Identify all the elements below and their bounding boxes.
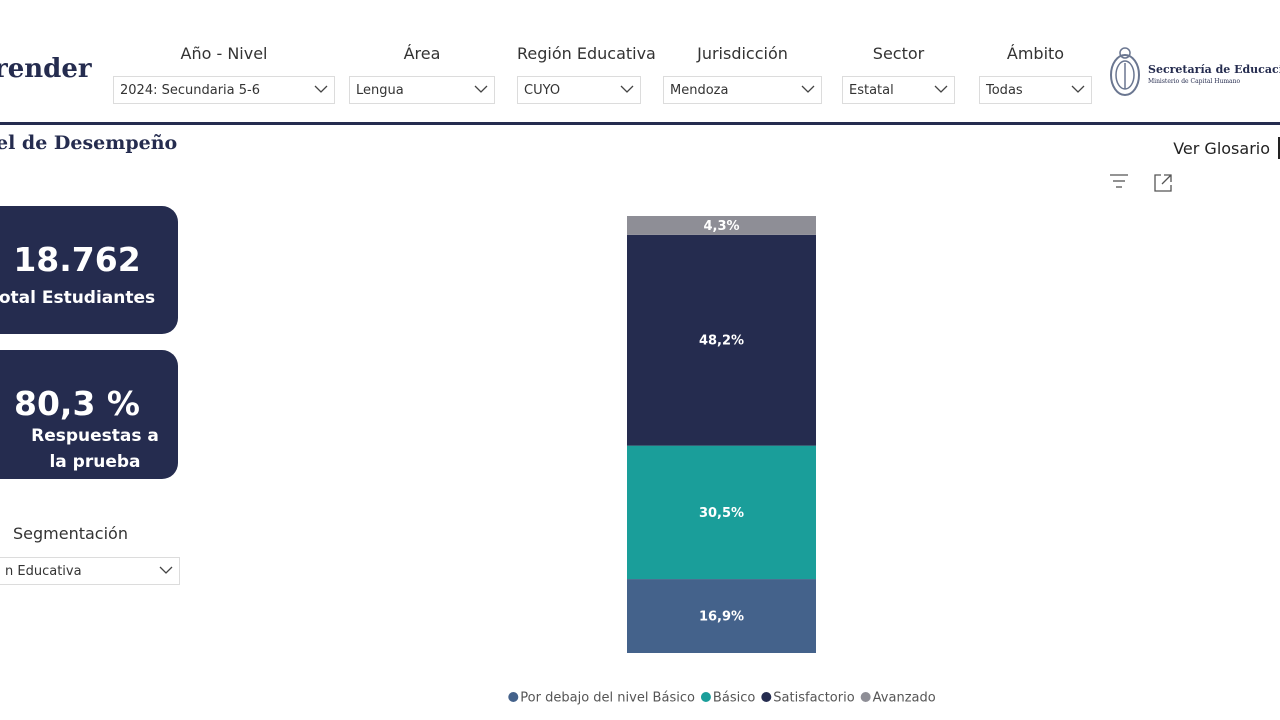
bar-segment — [627, 216, 816, 235]
legend-label: Satisfactorio — [773, 691, 854, 706]
filter-label: Sector — [872, 44, 925, 63]
segmentation-value: n Educativa — [5, 564, 82, 579]
filter-dropdown[interactable]: Estatal — [842, 76, 955, 104]
filter-label: Año - Nivel — [180, 44, 268, 63]
chevron — [934, 85, 948, 93]
filter-value: Mendoza — [670, 83, 729, 98]
chevron — [474, 85, 488, 93]
legend-label: Avanzado — [873, 691, 936, 706]
logo-emblem — [1110, 47, 1140, 96]
brand: render — [0, 54, 92, 84]
logo-title: Secretaría de Educación — [1148, 63, 1280, 76]
kpi-value: 18.762 — [13, 240, 141, 279]
chevron — [314, 85, 328, 93]
legend-item: Avanzado — [860, 691, 936, 706]
chevron — [1071, 85, 1085, 93]
chevron — [620, 85, 634, 93]
expand-icon[interactable] — [1152, 172, 1174, 194]
logo-subtitle: Ministerio de Capital Humano — [1148, 78, 1241, 85]
legend-label: Básico — [713, 691, 755, 706]
bar-segment — [627, 445, 816, 580]
legend: Por debajo del nivel Básico Básico Satisfa… — [508, 691, 936, 706]
data-label: 48,2% — [699, 334, 744, 349]
filter-dropdown[interactable]: CUYO — [517, 76, 641, 104]
chevron — [159, 566, 173, 574]
chevron — [801, 85, 815, 93]
legend-swatch — [508, 692, 519, 702]
legend-item: Básico — [700, 691, 755, 706]
filter-value: Estatal — [849, 83, 894, 98]
filter-dropdown[interactable]: Todas — [979, 76, 1092, 104]
glossary-bar — [1278, 137, 1280, 159]
filter-value: CUYO — [524, 83, 561, 98]
legend-swatch — [700, 692, 711, 702]
filter-value: Todas — [986, 83, 1023, 98]
filter-label: Región Educativa — [517, 44, 656, 63]
legend-swatch — [860, 692, 871, 702]
data-label: 30,5% — [699, 506, 744, 521]
kpi-label: otal Estudiantes — [0, 288, 156, 308]
filter-label: Ámbito — [1006, 44, 1065, 63]
filter-label: Jurisdicción — [697, 44, 788, 63]
header-rule — [0, 122, 1280, 125]
data-label: 16,9% — [699, 610, 744, 625]
filter-value: Lengua — [356, 83, 404, 98]
data-label: 4,3% — [703, 219, 739, 234]
legend-item: Por debajo del nivel Básico — [508, 691, 695, 706]
section-title: el de Desempeño — [0, 132, 178, 154]
kpi-card: 18.762 otal Estudiantes — [0, 206, 178, 334]
kpi-value: 80,3 % — [14, 384, 140, 423]
filter-value: 2024: Secundaria 5-6 — [120, 83, 260, 98]
segmentation-label: Segmentación — [13, 524, 128, 543]
filter-dropdown[interactable]: 2024: Secundaria 5-6 — [113, 76, 335, 104]
filter-dropdown[interactable]: Lengua — [349, 76, 495, 104]
filter-dropdown[interactable]: Mendoza — [663, 76, 822, 104]
glossary-link[interactable]: Ver Glosario — [1173, 139, 1270, 158]
kpi-card: 80,3 % Respuestas a la prueba — [0, 350, 178, 479]
legend-label: Por debajo del nivel Básico — [520, 691, 695, 706]
legend-swatch — [761, 692, 772, 702]
filter-label: Área — [403, 44, 441, 63]
kpi-label: Respuestas a la prueba — [31, 426, 159, 472]
bar-segment — [627, 579, 816, 653]
bar-segment — [627, 234, 816, 446]
legend-item: Satisfactorio — [761, 691, 855, 706]
filter-icon[interactable] — [1108, 172, 1130, 192]
segmentation-dropdown[interactable]: n Educativa — [0, 557, 180, 585]
